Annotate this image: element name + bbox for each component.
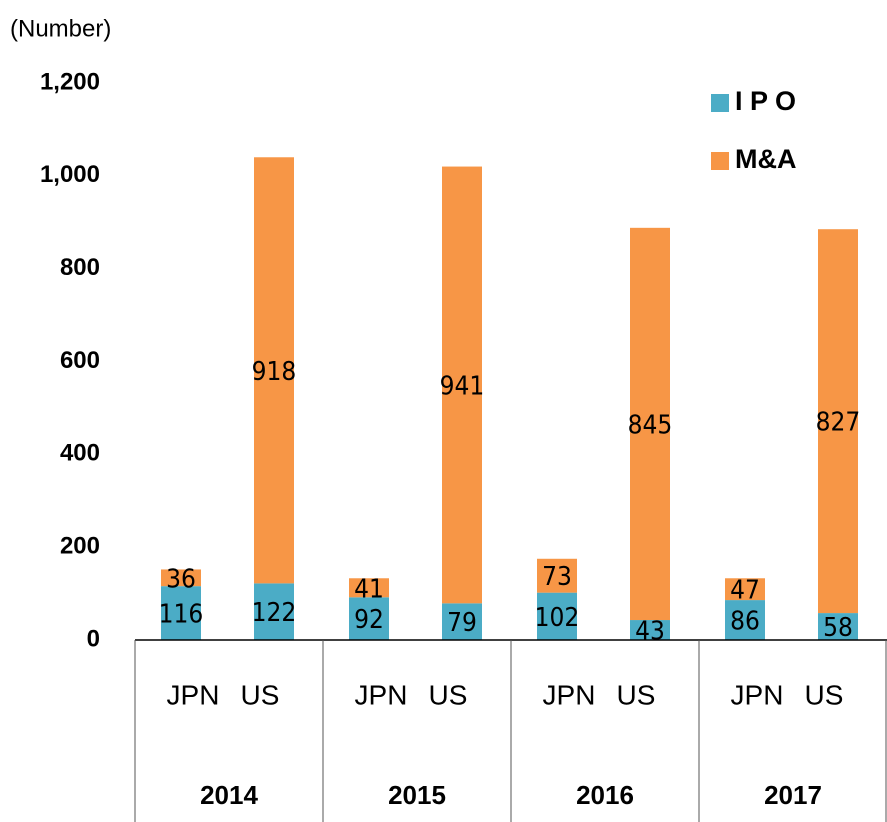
- y-tick-label: 200: [60, 533, 100, 560]
- bar-segment: [161, 586, 201, 640]
- legend-swatch: [711, 152, 729, 170]
- group-label: 2014: [200, 780, 258, 810]
- bar-segment: [725, 578, 765, 601]
- legend-label: M&A: [735, 144, 797, 174]
- data-label: 92: [354, 605, 384, 635]
- data-label: 918: [252, 357, 297, 387]
- x-tick-label: JPN: [355, 679, 408, 710]
- y-tick-label: 800: [60, 254, 100, 281]
- data-label: 47: [730, 576, 760, 606]
- bar-segment: [349, 578, 389, 598]
- bar-segment: [630, 227, 670, 621]
- data-label: 845: [628, 410, 673, 440]
- group-label: 2015: [388, 780, 446, 810]
- data-label: 79: [447, 608, 477, 638]
- legend-swatch: [711, 94, 729, 112]
- y-axis-label: (Number): [10, 15, 111, 42]
- data-label: 36: [166, 564, 196, 594]
- bar-segment: [630, 620, 670, 640]
- y-tick-label: 0: [87, 625, 100, 652]
- bar-segment: [818, 229, 858, 614]
- data-label: 827: [816, 408, 861, 438]
- y-tick-label: 600: [60, 347, 100, 374]
- group-label: 2017: [764, 780, 822, 810]
- data-label: 73: [542, 562, 572, 592]
- group-label: 2016: [576, 780, 634, 810]
- data-label: 941: [440, 371, 485, 401]
- x-tick-label: JPN: [167, 679, 220, 710]
- data-label: 41: [354, 574, 384, 604]
- bar-segment: [537, 558, 577, 593]
- bar-segment: [725, 600, 765, 640]
- data-label: 86: [730, 607, 760, 637]
- data-label: 122: [252, 598, 297, 628]
- y-tick-label: 1,200: [40, 68, 100, 95]
- bar-segment: [349, 597, 389, 640]
- bar-segment: [442, 166, 482, 604]
- data-label: 58: [823, 613, 853, 643]
- bar-segment: [442, 603, 482, 640]
- y-tick-label: 400: [60, 440, 100, 467]
- x-tick-label: JPN: [731, 679, 784, 710]
- x-tick-label: US: [805, 679, 844, 710]
- bar-segment: [161, 569, 201, 587]
- data-label: 116: [159, 600, 204, 630]
- legend-label: I P O: [735, 86, 796, 116]
- data-label: 43: [635, 617, 665, 647]
- bar-segment: [818, 613, 858, 640]
- x-tick-label: US: [429, 679, 468, 710]
- bar-segment: [254, 157, 294, 584]
- x-tick-label: JPN: [543, 679, 596, 710]
- bar-segment: [254, 583, 294, 640]
- bar-segment: [537, 592, 577, 640]
- data-label: 102: [535, 603, 580, 633]
- x-tick-label: US: [617, 679, 656, 710]
- x-tick-label: US: [241, 679, 280, 710]
- y-tick-label: 1,000: [40, 161, 100, 188]
